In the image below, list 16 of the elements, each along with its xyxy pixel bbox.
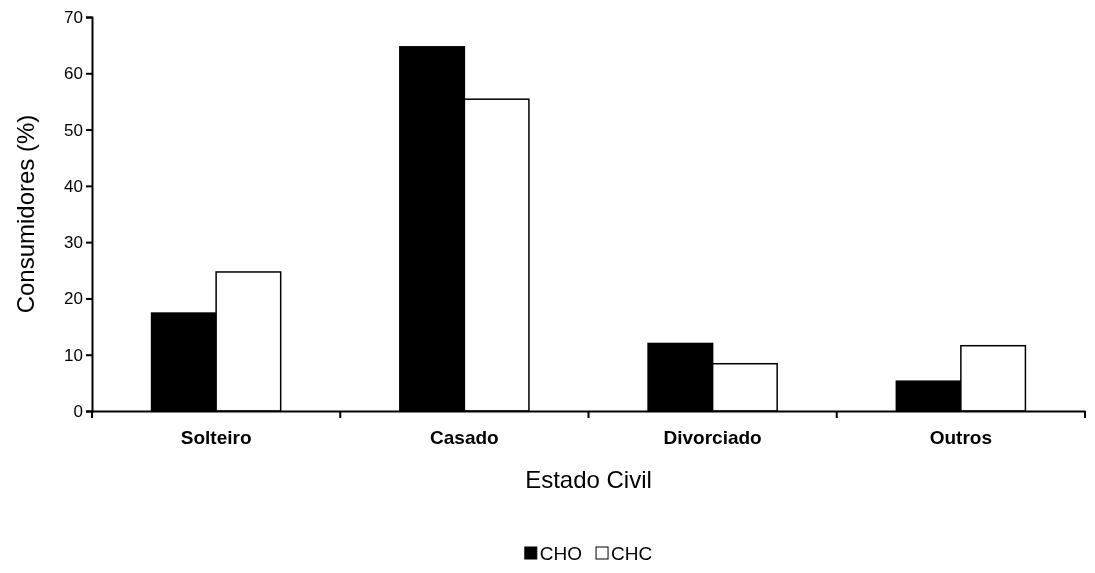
y-tick-label: 60 [64, 64, 83, 84]
x-tick-label: Divorciado [663, 427, 762, 449]
y-tick-label: 0 [73, 401, 83, 421]
x-tick-label: Casado [430, 427, 499, 449]
legend-label: CHO [539, 543, 583, 564]
x-tick-label: Outros [929, 427, 993, 449]
x-axis-title: Estado Civil [525, 466, 652, 493]
legend-label: CHC [611, 543, 653, 564]
y-tick-label: 40 [64, 176, 83, 196]
y-tick-label: 20 [64, 289, 83, 309]
x-tick-label: Solteiro [180, 427, 252, 449]
y-tick-label: 70 [64, 7, 83, 27]
y-tick-label: 10 [64, 345, 83, 365]
y-tick-label: 50 [64, 120, 83, 140]
y-tick-label: 30 [64, 233, 83, 253]
y-axis-title: Consumidores (%) [12, 114, 39, 314]
